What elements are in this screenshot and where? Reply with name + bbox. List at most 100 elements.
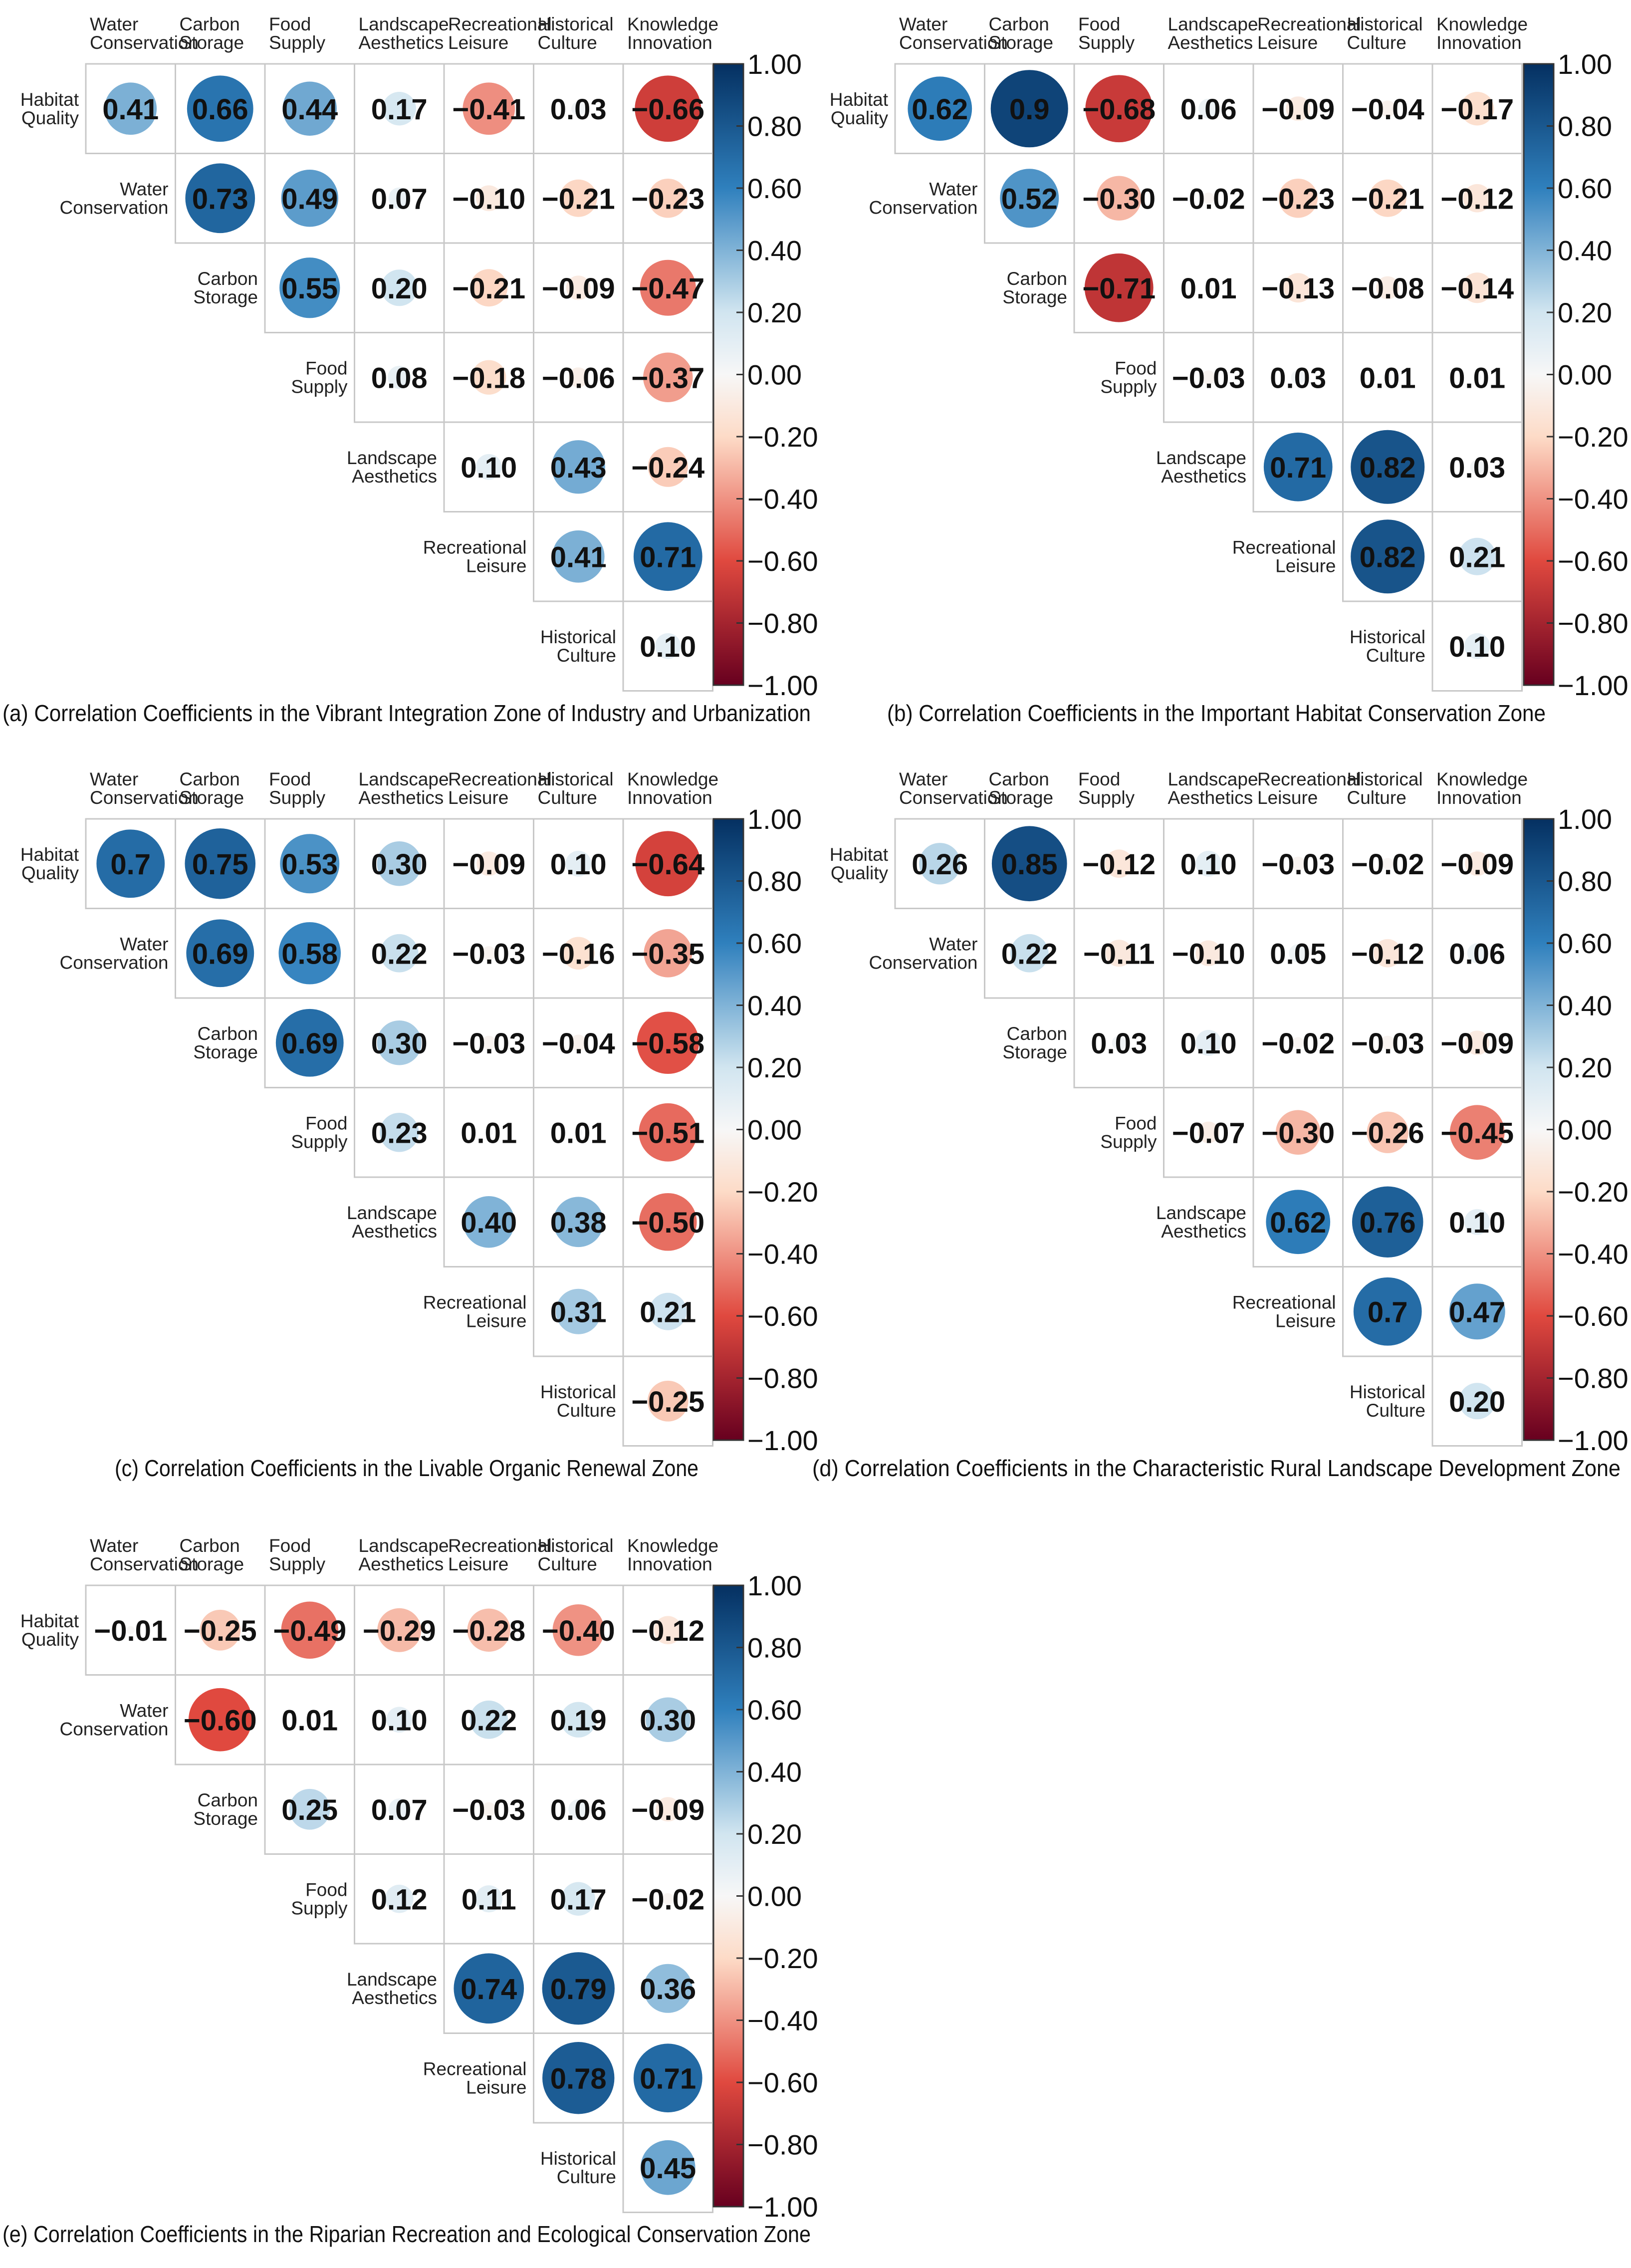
correlation-value: 0.07: [371, 1794, 428, 1826]
correlation-circle: [282, 81, 337, 136]
correlation-circle: [553, 1197, 604, 1248]
correlation-circle: [1292, 1037, 1304, 1049]
row-label: Recreational Leisure: [1232, 537, 1336, 576]
row-label: Water Conservation: [59, 1700, 168, 1739]
correlation-value: 0.01: [1180, 272, 1237, 305]
correlation-circle: [1010, 934, 1049, 973]
col-label: Carbon Storage: [989, 769, 1054, 808]
correlation-value: −0.03: [1261, 848, 1335, 881]
correlation-value: 0.73: [192, 183, 248, 215]
correlation-circle: [281, 1601, 338, 1659]
matrix-cell: [533, 421, 624, 512]
correlation-circle: [560, 1702, 596, 1738]
colorbar-tick-label: 0.40: [747, 235, 802, 266]
panel-caption: (c) Correlation Coefficients in the Liva…: [115, 1455, 699, 1481]
correlation-circle: [1367, 1111, 1408, 1153]
colorbar-tick-label: 1.00: [747, 48, 802, 80]
colorbar-tick-label: −0.40: [747, 1239, 818, 1270]
correlation-value: 0.22: [461, 1704, 517, 1737]
colorbar-tick-label: 0.60: [747, 173, 802, 204]
correlation-circle: [649, 1292, 687, 1330]
row-label: Food Supply: [291, 358, 348, 397]
correlation-circle: [542, 2042, 615, 2114]
correlation-circle: [1204, 283, 1213, 292]
correlation-value: 0.01: [461, 1117, 517, 1149]
correlation-value: −0.71: [1082, 272, 1156, 305]
correlation-value: −0.03: [452, 938, 525, 970]
correlation-circle: [1353, 1277, 1422, 1346]
correlation-circle: [640, 259, 696, 316]
correlation-value: 0.06: [550, 1794, 607, 1826]
correlation-circle: [565, 850, 592, 877]
correlation-value: −0.24: [631, 452, 704, 484]
correlation-circle: [186, 919, 254, 988]
correlation-value: 0.10: [1180, 848, 1237, 881]
colorbar-tick-label: 0.60: [1558, 928, 1612, 959]
colorbar-tick-label: −0.80: [747, 608, 818, 639]
correlation-circle: [647, 1380, 689, 1422]
correlation-circle: [278, 922, 341, 985]
col-label: Water Conservation: [90, 14, 199, 53]
correlation-circle: [662, 1893, 674, 1905]
correlation-value: −0.13: [1261, 272, 1335, 305]
correlation-value: −0.11: [1083, 938, 1155, 970]
colorbar-tick-label: 0.00: [1558, 359, 1612, 391]
correlation-circle: [561, 1882, 595, 1916]
correlation-circle: [104, 82, 157, 135]
correlation-value: −0.51: [631, 1117, 704, 1149]
correlation-value: 0.10: [550, 848, 607, 881]
correlation-value: 0.12: [371, 1883, 428, 1916]
correlation-value: −0.12: [1351, 938, 1424, 970]
correlation-circle: [481, 946, 496, 961]
correlation-value: −0.47: [631, 272, 704, 305]
row-label: Habitat Quality: [830, 844, 889, 883]
correlation-value: 0.82: [1360, 452, 1416, 484]
correlation-circle: [1351, 519, 1425, 594]
colorbar-tick-label: −0.60: [1558, 545, 1629, 577]
col-label: Knowledge Innovation: [627, 769, 718, 808]
correlation-circle: [1202, 192, 1214, 204]
correlation-circle: [648, 447, 688, 487]
colorbar-tick-label: 0.60: [1558, 173, 1612, 204]
matrix-cell: [1431, 421, 1523, 512]
correlation-value: 0.06: [1180, 93, 1237, 126]
correlation-circle: [1369, 179, 1406, 217]
correlation-value: −0.12: [1082, 848, 1156, 881]
correlation-circle: [1275, 1110, 1321, 1155]
correlation-value: −0.45: [1440, 1117, 1514, 1149]
colorbar-tick-label: 0.00: [747, 359, 802, 391]
correlation-circle: [1263, 432, 1333, 502]
col-label: Carbon Storage: [180, 1535, 244, 1574]
correlation-circle: [1266, 1190, 1331, 1255]
colorbar-tick-label: −0.20: [1558, 421, 1629, 453]
row-label: Habitat Quality: [20, 844, 79, 883]
correlation-circle: [562, 937, 595, 970]
correlation-circle: [552, 530, 605, 583]
row-label: Carbon Storage: [193, 268, 258, 307]
correlation-value: 0.62: [1270, 1207, 1326, 1239]
correlation-circle: [1195, 850, 1222, 877]
correlation-value: 0.01: [550, 1117, 607, 1149]
colorbar-tick-label: 0.80: [747, 866, 802, 897]
colorbar-tick-label: 0.00: [747, 1881, 802, 1912]
colorbar-tick-label: 0.80: [1558, 111, 1612, 142]
correlation-value: 0.10: [1449, 631, 1505, 663]
correlation-circle: [1465, 851, 1490, 876]
row-label: Habitat Quality: [830, 89, 889, 128]
correlation-value: 0.44: [281, 93, 338, 126]
col-label: Water Conservation: [899, 769, 1008, 808]
col-label: Landscape Aesthetics: [359, 14, 449, 53]
correlation-value: −0.03: [452, 1027, 525, 1060]
row-label: Food Supply: [291, 1879, 348, 1918]
correlation-value: −0.29: [363, 1615, 436, 1647]
correlation-circle: [990, 70, 1068, 148]
correlation-value: 0.53: [281, 848, 338, 881]
row-label: Historical Culture: [540, 1382, 616, 1421]
colorbar-tick-label: 0.80: [747, 1632, 802, 1664]
correlation-value: −0.02: [1172, 183, 1245, 215]
correlation-circle: [643, 352, 693, 402]
col-label: Recreational Leisure: [448, 769, 552, 808]
correlation-circle: [380, 1113, 419, 1152]
row-label: Landscape Aesthetics: [347, 1969, 437, 2008]
correlation-circle: [96, 829, 165, 898]
